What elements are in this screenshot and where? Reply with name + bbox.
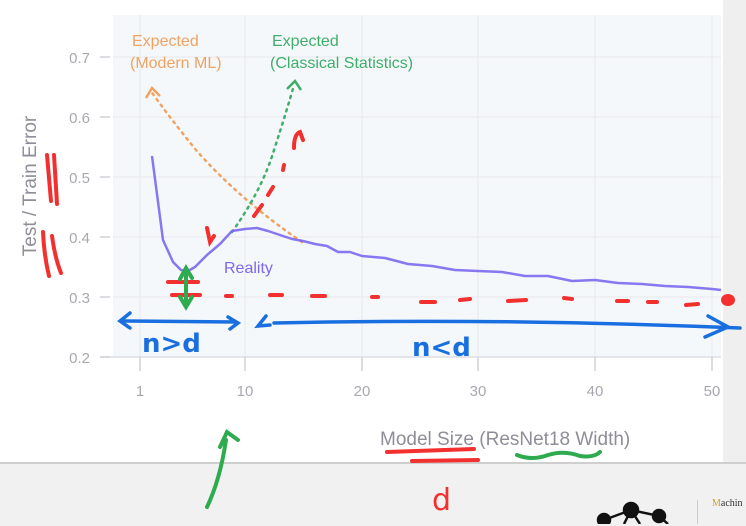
handwritten-blue-marks	[117, 311, 742, 339]
logo-capital: M	[712, 498, 721, 509]
arrowhead-icon	[144, 85, 161, 99]
footer-divider	[697, 500, 698, 524]
annotation-expected-modern-sub: (Modern ML)	[130, 55, 222, 72]
y-tick-label: 0.3	[69, 290, 90, 307]
right-scroll-strip	[723, 0, 746, 470]
y-tick-label: 0.5	[69, 170, 90, 187]
annotation-expected-modern: Expected	[132, 33, 199, 50]
handwritten-d: d	[432, 483, 451, 518]
y-tick-label: 0.4	[69, 230, 90, 247]
y-tick-label: 0.6	[69, 110, 90, 127]
x-tick-label: 30	[470, 383, 487, 400]
x-tick-label: 10	[237, 383, 254, 400]
grid-lines	[113, 15, 721, 357]
annotation-reality: Reality	[224, 260, 273, 277]
footer-logo-text: Machin	[712, 498, 743, 509]
handwritten-green-marks	[178, 263, 602, 509]
y-axis-title: Test / Train Error	[20, 115, 41, 256]
x-tick-label: 50	[704, 383, 721, 400]
reality-curve	[150, 155, 722, 292]
handwritten-red-marks	[41, 129, 700, 463]
x-tick-label: 1	[136, 383, 144, 400]
arrowhead-icon	[286, 79, 303, 91]
expected-modern-ml-curve	[148, 88, 304, 244]
y-tick-label: 0.7	[69, 50, 90, 67]
logo-rest: achin	[720, 498, 743, 509]
x-axis-title: Model Size (ResNet18 Width)	[380, 429, 630, 450]
handwritten-n-less-d: n<d	[412, 333, 471, 363]
network-logo-icon	[596, 501, 669, 524]
y-tick-label: 0.2	[69, 350, 90, 367]
endpoint-marker	[721, 294, 735, 306]
expected-classical-curve	[230, 83, 296, 234]
annotation-expected-classical: Expected	[272, 33, 339, 50]
annotation-expected-classical-sub: (Classical Statistics)	[270, 55, 413, 72]
handwritten-n-greater-d: n>d	[142, 329, 201, 359]
x-tick-label: 20	[354, 383, 371, 400]
x-tick-label: 40	[587, 383, 604, 400]
bottom-toolbar	[0, 462, 746, 526]
